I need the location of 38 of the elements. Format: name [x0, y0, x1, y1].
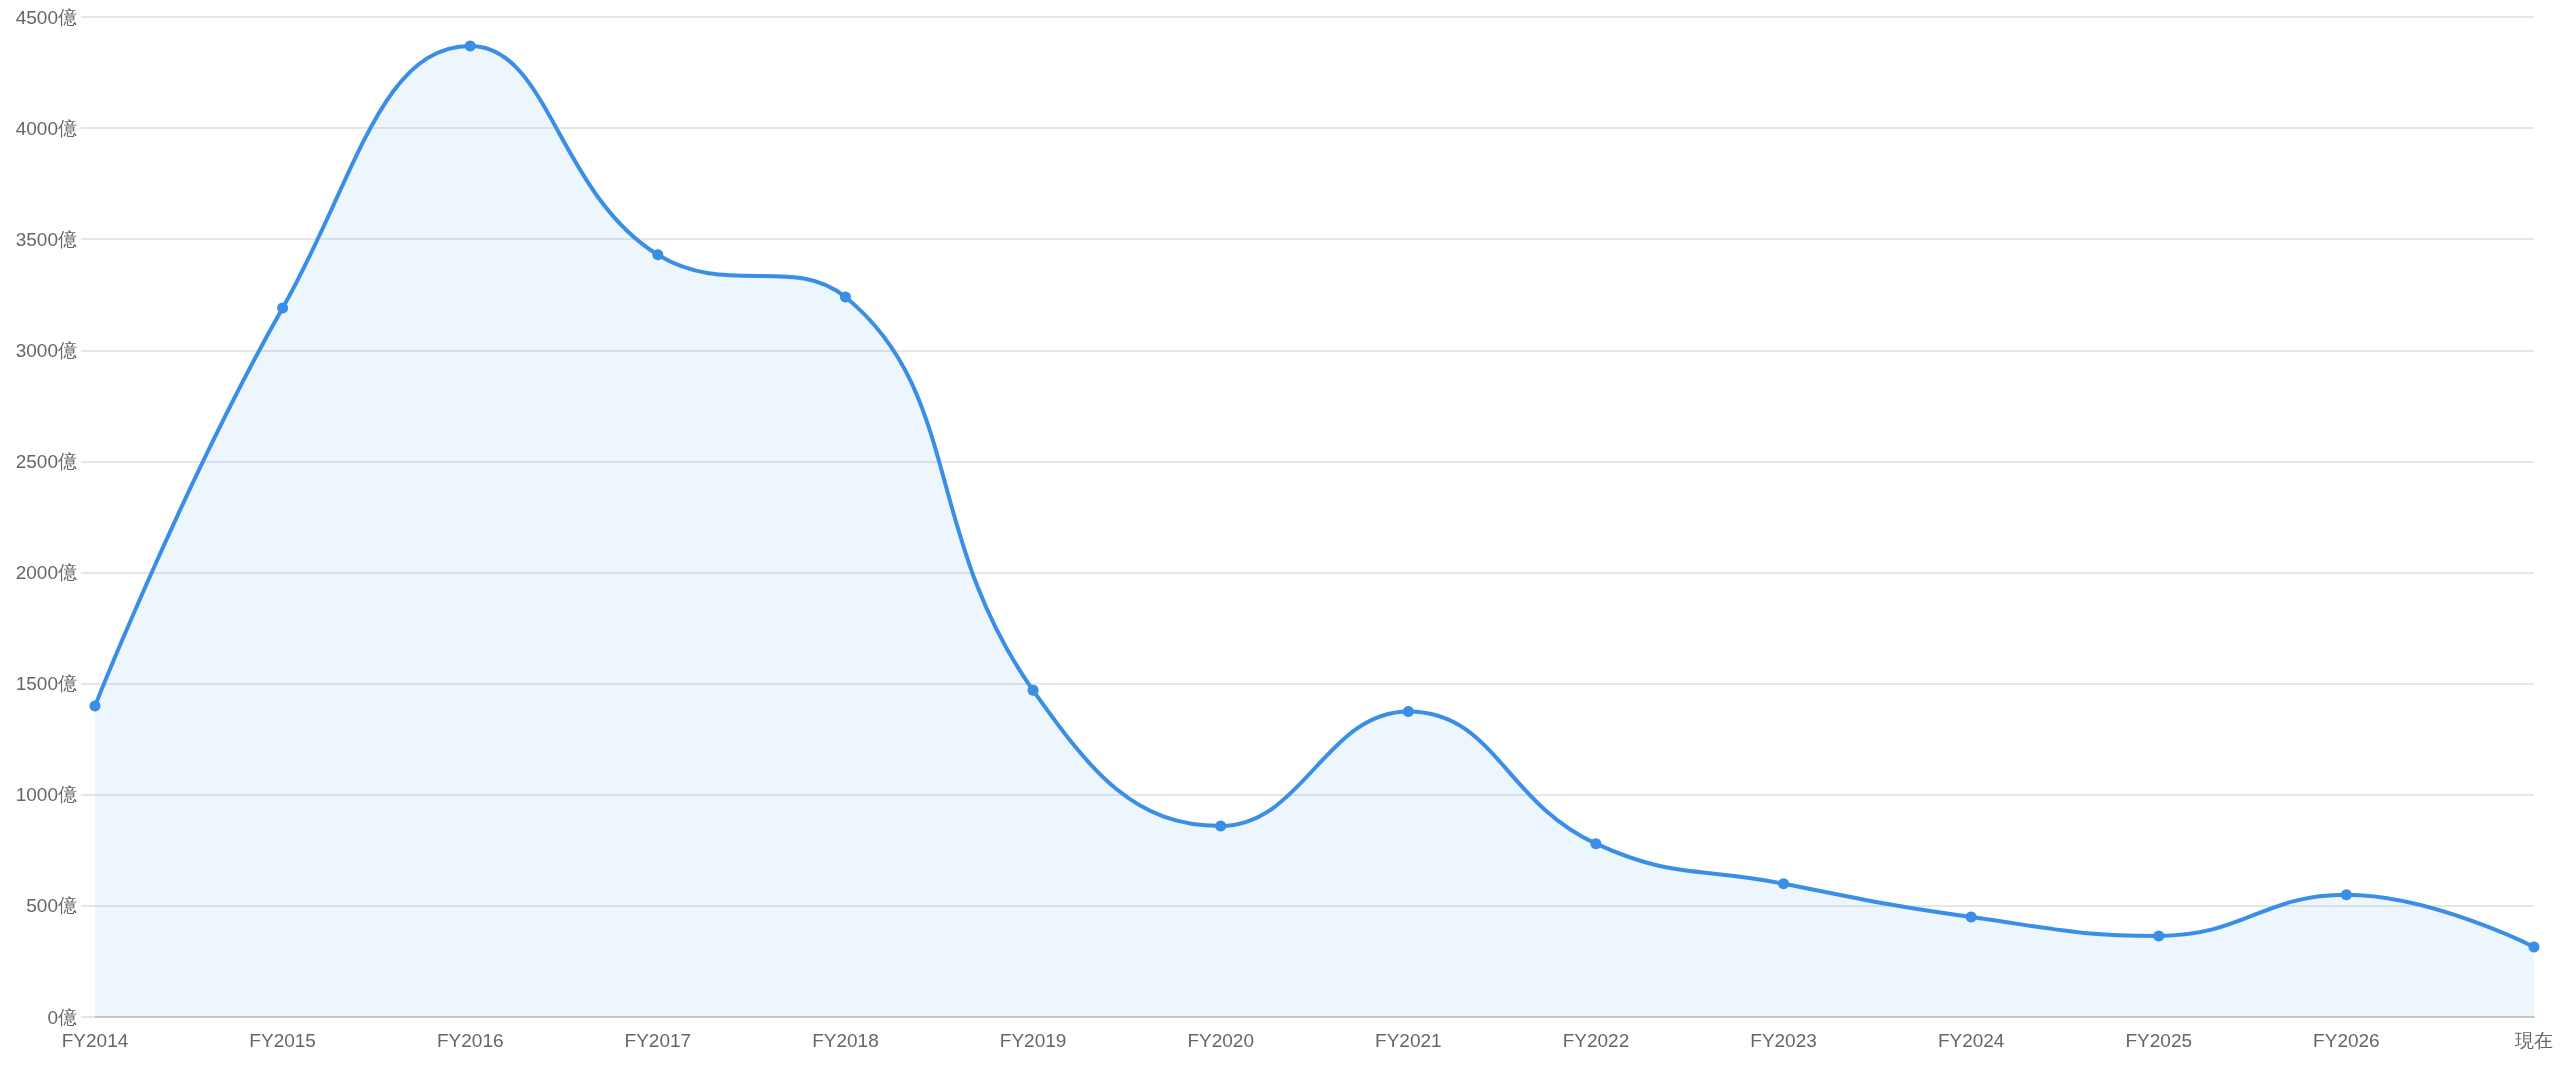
- x-tick-label: FY2016: [436, 1030, 504, 1051]
- point: [1965, 911, 1977, 923]
- point: [1027, 684, 1039, 696]
- point: [2153, 930, 2165, 942]
- y-tick-label: 1000億: [15, 784, 77, 806]
- x-tick-label: FY2014: [61, 1030, 129, 1051]
- point: [1778, 878, 1790, 890]
- y-tick-label: 1500億: [15, 673, 77, 695]
- point: [1590, 838, 1602, 850]
- y-tick-label: 2000億: [15, 562, 77, 584]
- x-tick-label: FY2019: [999, 1030, 1067, 1051]
- y-tick-label: 0億: [47, 1006, 77, 1028]
- x-tick-label: FY2023: [1750, 1030, 1817, 1051]
- x-tick-label: FY2024: [1937, 1030, 2005, 1051]
- point: [1402, 705, 1414, 717]
- point: [2340, 889, 2352, 901]
- x-tick-label: FY2021: [1375, 1030, 1442, 1051]
- x-tick-label: FY2022: [1562, 1030, 1630, 1051]
- x-tick-label: FY2015: [249, 1030, 316, 1051]
- y-tick-label: 4500億: [15, 6, 77, 28]
- point: [277, 302, 289, 314]
- x-tick-label: 現在: [2515, 1030, 2553, 1051]
- point: [839, 291, 851, 303]
- x-tick-label: FY2026: [2313, 1030, 2380, 1051]
- x-tick-label: FY2025: [2125, 1030, 2193, 1051]
- point: [652, 249, 664, 261]
- point: [2528, 941, 2540, 953]
- point: [89, 700, 101, 712]
- point: [1215, 820, 1227, 832]
- y-tick-label: 4000億: [15, 117, 77, 139]
- y-tick-label: 2500億: [15, 450, 77, 472]
- y-tick-label: 3000億: [15, 339, 77, 361]
- x-tick-label: FY2018: [812, 1030, 879, 1051]
- point: [464, 40, 476, 52]
- y-tick-label: 500億: [26, 895, 77, 917]
- x-tick-label: FY2017: [624, 1030, 692, 1051]
- x-tick-label: FY2020: [1187, 1030, 1254, 1051]
- y-tick-label: 3500億: [15, 228, 77, 250]
